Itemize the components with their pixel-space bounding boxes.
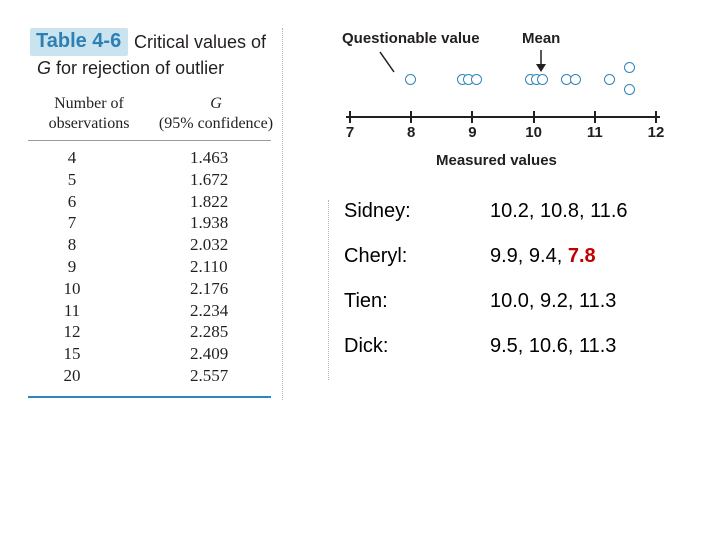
result-row: Cheryl: 9.9, 9.4, 7.8 — [344, 245, 704, 290]
table-title-rest: for rejection of outlier — [51, 58, 225, 78]
axis-tick-label: 10 — [525, 124, 542, 141]
data-point — [604, 74, 616, 85]
table-badge-label: Table 4-6 — [36, 30, 122, 52]
table-badge: Table 4-6 — [30, 28, 128, 56]
data-point — [405, 74, 417, 85]
axis-tick-label: 8 — [407, 124, 416, 141]
axis-tick — [471, 111, 474, 123]
student-values: 9.5, 10.6, 11.3 — [490, 335, 616, 358]
data-point — [624, 84, 636, 95]
axis-tick-label: 7 — [345, 124, 355, 141]
axis-tick — [410, 111, 413, 123]
observation-count: 5 — [67, 169, 77, 189]
critical-g-value: 2.557 — [190, 365, 229, 385]
data-point — [570, 74, 582, 85]
pointer-arrows — [379, 50, 546, 73]
observation-count: 9 — [67, 256, 77, 276]
column-header-line: observations — [48, 115, 130, 132]
table-body: 4 1.463 5 1.672 6 1.822 7 1.938 8 2.032 9 2.110 10 2.… — [28, 148, 280, 388]
critical-g-value: 1.463 — [190, 148, 229, 167]
student-values: 9.9, 9.4, 7.8 — [490, 245, 596, 268]
data-point — [470, 74, 482, 85]
critical-values-table: Table 4-6 Critical values of G for rejec… — [28, 22, 280, 400]
values-text: 9.5, 10.6, 11.3 — [490, 335, 617, 357]
result-row: Dick: 9.5, 10.6, 11.3 — [344, 335, 704, 380]
critical-g-value: 2.234 — [190, 300, 229, 320]
student-values: 10.0, 9.2, 11.3 — [490, 290, 616, 313]
table-title-line1: Critical values of — [134, 32, 267, 52]
outlier-value: 7.8 — [567, 245, 596, 267]
questionable-pointer — [379, 51, 395, 73]
observation-count: 11 — [63, 300, 81, 320]
column-header-observations: Number of observations — [28, 94, 150, 134]
observation-count: 7 — [67, 213, 77, 233]
axis-tick-label: 9 — [468, 124, 477, 141]
table-row: 15 2.409 — [28, 344, 280, 366]
table-row: 5 1.672 — [28, 170, 280, 192]
values-text: 9.9, 9.4, — [490, 245, 568, 267]
critical-g-value: 1.672 — [190, 169, 229, 189]
critical-g-value: 2.409 — [190, 344, 229, 364]
student-values: 10.2, 10.8, 11.6 — [490, 200, 628, 223]
values-text: 10.2, 10.8, 11.6 — [490, 200, 628, 222]
student-name: Cheryl: — [344, 245, 408, 267]
bottom-rule — [28, 396, 271, 398]
table-row: 7 1.938 — [28, 213, 280, 235]
column-header-line: (95% confidence) — [158, 115, 274, 132]
table-row: 4 1.463 — [28, 148, 280, 170]
axis-tick — [349, 111, 351, 123]
student-name: Sidney: — [344, 200, 411, 222]
axis-tick-label: 11 — [586, 124, 603, 141]
result-row: Tien: 10.0, 9.2, 11.3 — [344, 290, 704, 335]
table-row: 9 2.110 — [28, 257, 280, 279]
header-rule — [28, 140, 271, 141]
table-row: 6 1.822 — [28, 192, 280, 214]
table-title-g: G — [37, 58, 52, 78]
axis-title: Measured values — [436, 152, 557, 169]
mean-label: Mean — [522, 30, 561, 47]
questionable-value-label: Questionable value — [342, 30, 480, 47]
observation-count: 8 — [67, 235, 77, 255]
axis-tick — [532, 111, 535, 123]
table-row: 12 2.285 — [28, 322, 280, 344]
observation-count: 4 — [67, 148, 77, 167]
values-text: 10.0, 9.2, 11.3 — [490, 290, 617, 312]
observation-count: 12 — [63, 322, 81, 342]
observation-count: 20 — [63, 365, 81, 385]
critical-g-value: 1.938 — [190, 213, 229, 233]
table-row: 11 2.234 — [28, 301, 280, 323]
axis-tick-label: 12 — [647, 124, 665, 141]
critical-g-value: 2.176 — [190, 278, 229, 298]
axis-line — [346, 116, 660, 118]
axis-tick — [655, 111, 657, 123]
observation-count: 10 — [63, 278, 81, 298]
data-point — [536, 74, 548, 85]
critical-g-value: 1.822 — [190, 191, 229, 211]
critical-g-value: 2.032 — [190, 235, 229, 255]
student-results: Sidney: 10.2, 10.8, 11.6 Cheryl: 9.9, 9.4, … — [344, 200, 704, 380]
dotted-guide — [282, 28, 283, 400]
outlier-dot-plot: Questionable value Mean 7 8 9 10 11 12 Measur… — [330, 20, 675, 180]
result-row: Sidney: 10.2, 10.8, 11.6 — [344, 200, 704, 245]
column-header-line: G — [210, 95, 222, 112]
critical-g-value: 2.285 — [190, 322, 229, 342]
axis-tick — [593, 111, 596, 123]
table-row: 20 2.557 — [28, 366, 280, 388]
table-row: 10 2.176 — [28, 279, 280, 301]
student-name: Dick: — [344, 335, 389, 357]
mean-arrow-head — [536, 64, 546, 72]
column-header-line: Number of — [54, 95, 124, 112]
critical-g-value: 2.110 — [190, 256, 228, 276]
dotted-guide — [328, 200, 329, 380]
student-name: Tien: — [344, 290, 388, 312]
column-header-g: G (95% confidence) — [154, 94, 278, 134]
data-point — [624, 62, 636, 73]
observation-count: 6 — [67, 191, 77, 211]
table-title-line2: G for rejection of outlier — [37, 58, 224, 79]
table-row: 8 2.032 — [28, 235, 280, 257]
observation-count: 15 — [63, 344, 81, 364]
